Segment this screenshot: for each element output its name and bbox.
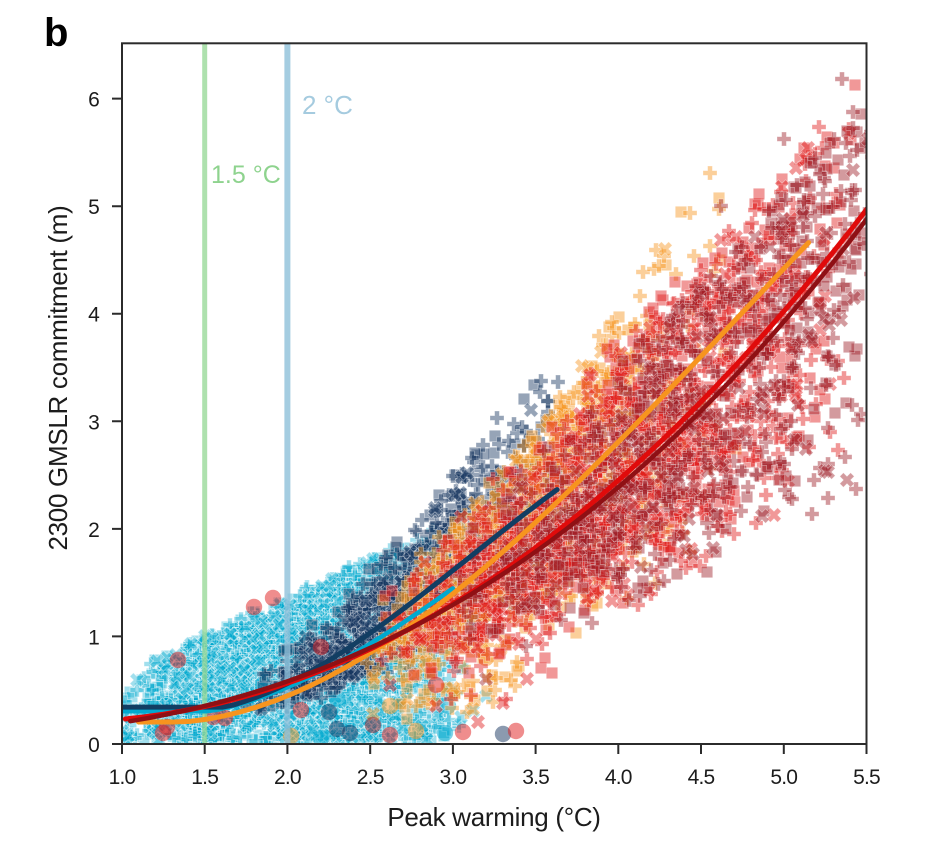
svg-text:1.0: 1.0 (109, 766, 136, 789)
svg-text:3.0: 3.0 (440, 766, 467, 789)
svg-text:4.5: 4.5 (688, 766, 715, 789)
svg-text:2: 2 (88, 519, 99, 542)
svg-text:2.0: 2.0 (274, 766, 301, 789)
svg-text:5.5: 5.5 (853, 766, 880, 789)
svg-text:3.5: 3.5 (522, 766, 549, 789)
svg-text:6: 6 (88, 89, 99, 112)
svg-text:5: 5 (88, 196, 99, 219)
svg-text:2 °C: 2 °C (302, 90, 353, 120)
svg-text:2.5: 2.5 (357, 766, 384, 789)
svg-text:1: 1 (88, 626, 99, 649)
svg-text:Peak warming (°C): Peak warming (°C) (387, 802, 600, 832)
svg-text:2300 GMSLR commitment (m): 2300 GMSLR commitment (m) (43, 205, 73, 550)
svg-text:5.0: 5.0 (770, 766, 797, 789)
svg-text:1.5 °C: 1.5 °C (211, 161, 281, 189)
svg-text:4.0: 4.0 (605, 766, 632, 789)
svg-text:3: 3 (88, 411, 99, 434)
svg-text:0: 0 (88, 734, 99, 757)
svg-text:b: b (44, 11, 68, 55)
svg-text:4: 4 (88, 304, 100, 327)
svg-text:1.5: 1.5 (191, 766, 218, 789)
